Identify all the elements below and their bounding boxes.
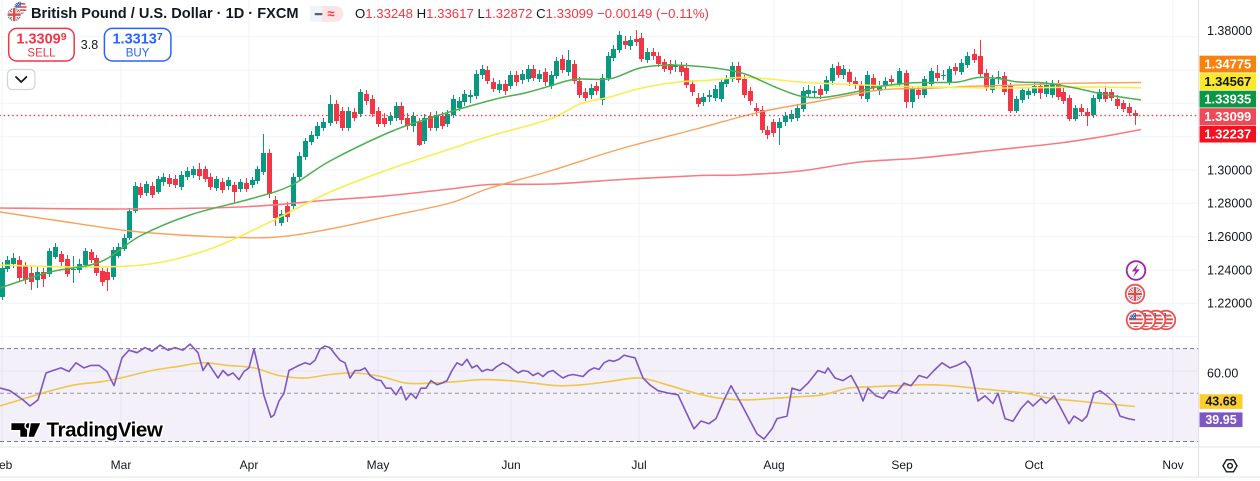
svg-text:1.38000: 1.38000 bbox=[1207, 24, 1252, 38]
svg-text:Oct: Oct bbox=[1025, 458, 1044, 472]
svg-text:Apr: Apr bbox=[240, 458, 259, 472]
svg-text:1.34567: 1.34567 bbox=[1204, 74, 1251, 89]
svg-text:1.30000: 1.30000 bbox=[1207, 163, 1252, 177]
svg-text:1.33137: 1.33137 bbox=[112, 31, 162, 47]
svg-text:Feb: Feb bbox=[0, 458, 13, 472]
svg-text:≈: ≈ bbox=[327, 6, 334, 21]
svg-text:60.00: 60.00 bbox=[1207, 367, 1238, 381]
svg-text:Aug: Aug bbox=[763, 458, 784, 472]
svg-text:1.24000: 1.24000 bbox=[1207, 263, 1252, 277]
svg-text:Jun: Jun bbox=[501, 458, 520, 472]
svg-text:1.33099: 1.33099 bbox=[16, 31, 66, 47]
svg-text:O1.33248 H1.33617 L1.32872: O1.33248 H1.33617 L1.32872 C1.33099 −0.0… bbox=[355, 6, 709, 21]
svg-text:1.28000: 1.28000 bbox=[1207, 197, 1252, 211]
svg-text:May: May bbox=[367, 458, 390, 472]
svg-text:43.68: 43.68 bbox=[1205, 395, 1236, 409]
svg-text:1.22000: 1.22000 bbox=[1207, 297, 1252, 311]
svg-text:1.34775: 1.34775 bbox=[1204, 56, 1251, 71]
svg-text:39.95: 39.95 bbox=[1205, 413, 1236, 427]
svg-text:1.32237: 1.32237 bbox=[1204, 126, 1251, 141]
svg-text:Mar: Mar bbox=[111, 458, 132, 472]
svg-text:3.8: 3.8 bbox=[81, 38, 98, 52]
svg-text:Sep: Sep bbox=[891, 458, 913, 472]
svg-text:Jul: Jul bbox=[631, 458, 646, 472]
svg-text:1.33935: 1.33935 bbox=[1204, 91, 1251, 106]
svg-text:British Pound / U.S. Dollar ·: British Pound / U.S. Dollar · 1D · FXCM bbox=[31, 6, 299, 22]
svg-text:TradingView: TradingView bbox=[47, 418, 163, 441]
svg-text:Nov: Nov bbox=[1162, 458, 1183, 472]
svg-text:BUY: BUY bbox=[126, 48, 150, 60]
svg-text:1.33099: 1.33099 bbox=[1204, 109, 1251, 124]
svg-text:SELL: SELL bbox=[27, 48, 56, 60]
svg-text:1.26000: 1.26000 bbox=[1207, 230, 1252, 244]
